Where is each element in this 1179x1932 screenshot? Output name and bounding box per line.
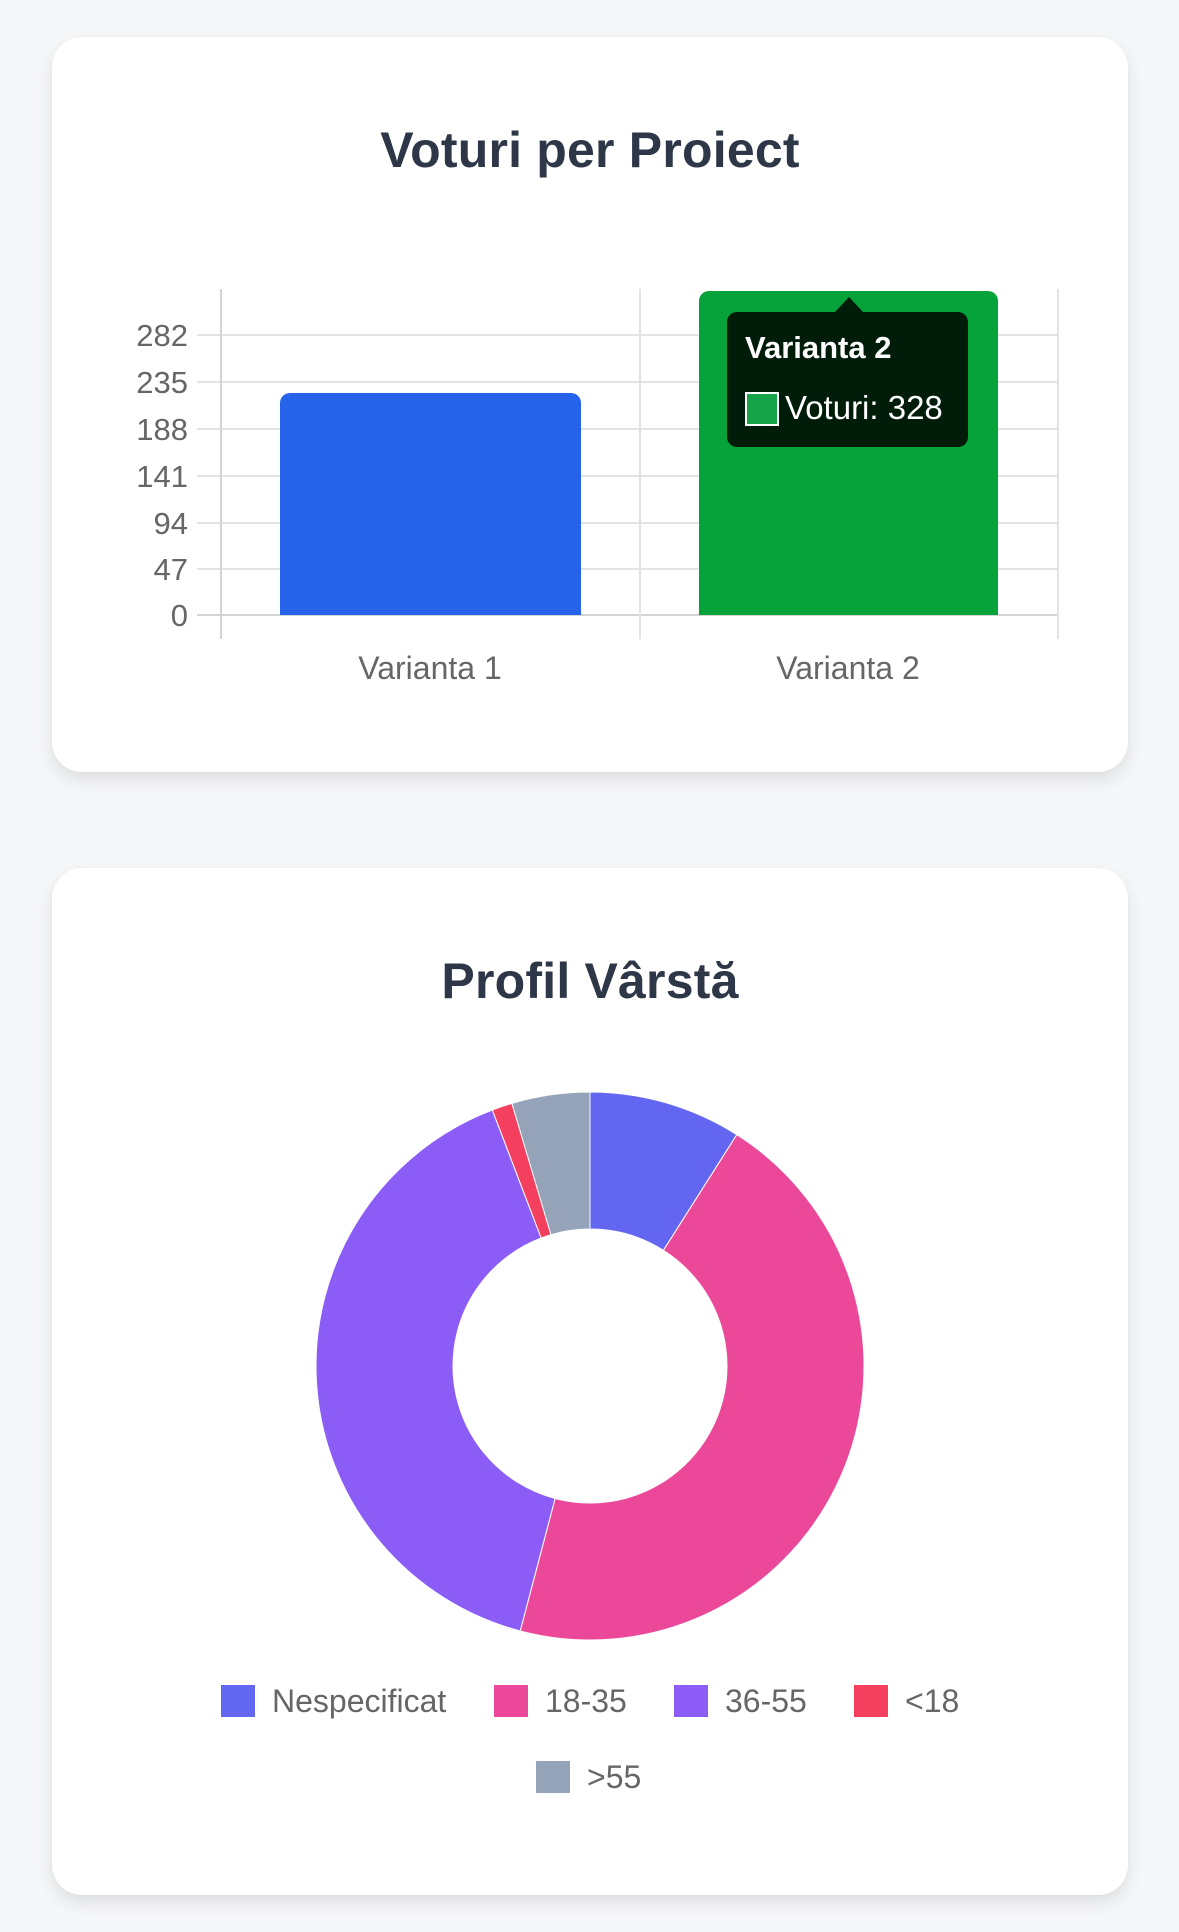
legend-swatch: [854, 1685, 888, 1717]
legend-swatch: [536, 1761, 570, 1793]
legend-swatch: [221, 1685, 255, 1717]
x-label: Varianta 1: [358, 650, 502, 686]
slice-36-55[interactable]: [315, 1109, 556, 1632]
gridline: [197, 568, 1059, 570]
gridline: [197, 475, 1059, 477]
gridline: [197, 428, 1059, 430]
legend-swatch: [674, 1685, 708, 1717]
y-tick: 188: [136, 412, 188, 447]
votes-title: Voturi per Proiect: [380, 122, 800, 178]
x-axis-line: [197, 614, 1059, 616]
x-label: Varianta 2: [776, 650, 920, 686]
legend-item-under-18[interactable]: <18: [854, 1682, 960, 1719]
bar-tooltip: Varianta 2 Voturi: 328: [727, 297, 968, 447]
tooltip-color-swatch: [745, 392, 779, 426]
gridline: [197, 522, 1059, 524]
tooltip-caret: [835, 297, 863, 312]
y-tick: 141: [136, 459, 188, 494]
gridline: [639, 289, 641, 639]
slice-over-55[interactable]: [511, 1091, 591, 1236]
slice-18-35[interactable]: [519, 1133, 865, 1641]
y-tick: 94: [153, 506, 188, 541]
age-card: Profil Vârstă: [52, 868, 1128, 1895]
age-title: Profil Vârstă: [441, 953, 739, 1009]
gridline: [1057, 289, 1059, 639]
legend-item-over-55[interactable]: >55: [536, 1758, 642, 1795]
tooltip-title: Varianta 2: [745, 330, 892, 365]
y-tick: 47: [153, 552, 188, 587]
y-axis-line: [220, 289, 222, 639]
legend-label: 18-35: [545, 1682, 627, 1719]
legend-item-36-55[interactable]: 36-55: [674, 1682, 807, 1719]
y-tick: 282: [136, 318, 188, 353]
legend-label: >55: [587, 1758, 642, 1795]
legend-label: Nespecificat: [272, 1682, 447, 1719]
bar-varianta-1[interactable]: [280, 393, 581, 615]
gridline: [197, 334, 1059, 336]
legend-label: 36-55: [725, 1682, 807, 1719]
legend-label: <18: [905, 1682, 960, 1719]
y-tick: 235: [136, 365, 188, 400]
legend-item-18-35[interactable]: 18-35: [494, 1682, 627, 1719]
legend-swatch: [494, 1685, 528, 1717]
legend-item-nespecificat[interactable]: Nespecificat: [221, 1682, 447, 1719]
tooltip-body: Voturi: 328: [785, 389, 943, 426]
y-tick: 0: [170, 598, 188, 633]
gridline: [197, 381, 1059, 383]
